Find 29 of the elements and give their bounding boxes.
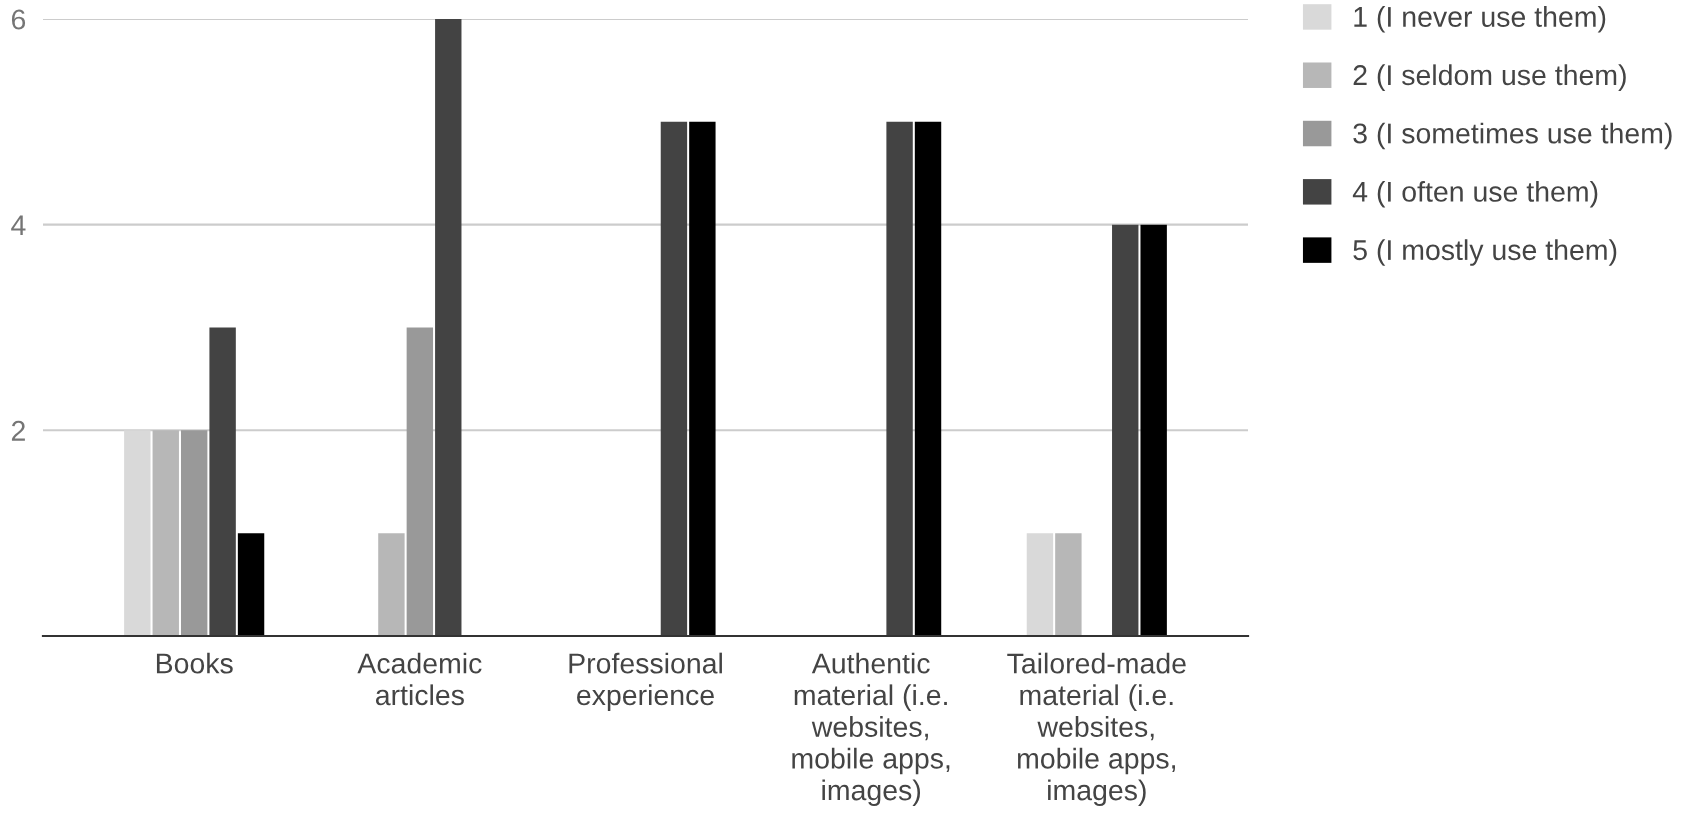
legend-label: 2 (I seldom use them) bbox=[1353, 64, 1626, 91]
legend-label: 5 (I mostly use them) bbox=[1353, 239, 1617, 266]
bar bbox=[180, 430, 208, 636]
x-tick-label: Books bbox=[156, 652, 233, 674]
x-tick-label: Professional experience bbox=[569, 652, 722, 711]
y-tick-label: 4 bbox=[11, 215, 26, 235]
legend-label: 1 (I never use them) bbox=[1354, 6, 1606, 33]
y-tick-label: 2 bbox=[11, 420, 25, 441]
bar bbox=[124, 430, 151, 636]
x-tick-label: Tailored-made material (i.e. websites, mobile apps, images) bbox=[1007, 652, 1186, 807]
bar bbox=[237, 533, 265, 636]
bar bbox=[660, 121, 688, 636]
bar bbox=[406, 327, 434, 636]
bar bbox=[1112, 224, 1139, 636]
bar bbox=[209, 327, 236, 636]
bar bbox=[152, 430, 179, 636]
bar bbox=[689, 121, 716, 636]
legend-label: 4 (I often use them) bbox=[1352, 180, 1598, 208]
bar bbox=[378, 533, 405, 636]
bar bbox=[1140, 224, 1167, 636]
y-tick-label: 6 bbox=[11, 9, 26, 30]
bar bbox=[1055, 533, 1082, 636]
legend-label: 3 (I sometimes use them) bbox=[1353, 122, 1672, 150]
x-tick-label: Authentic material (i.e. websites, mobile apps, images) bbox=[792, 652, 950, 807]
x-tick-label: Academic articles bbox=[357, 652, 482, 706]
bar bbox=[1026, 533, 1054, 636]
bar bbox=[886, 121, 913, 636]
bar bbox=[914, 121, 942, 636]
bar bbox=[435, 19, 462, 636]
